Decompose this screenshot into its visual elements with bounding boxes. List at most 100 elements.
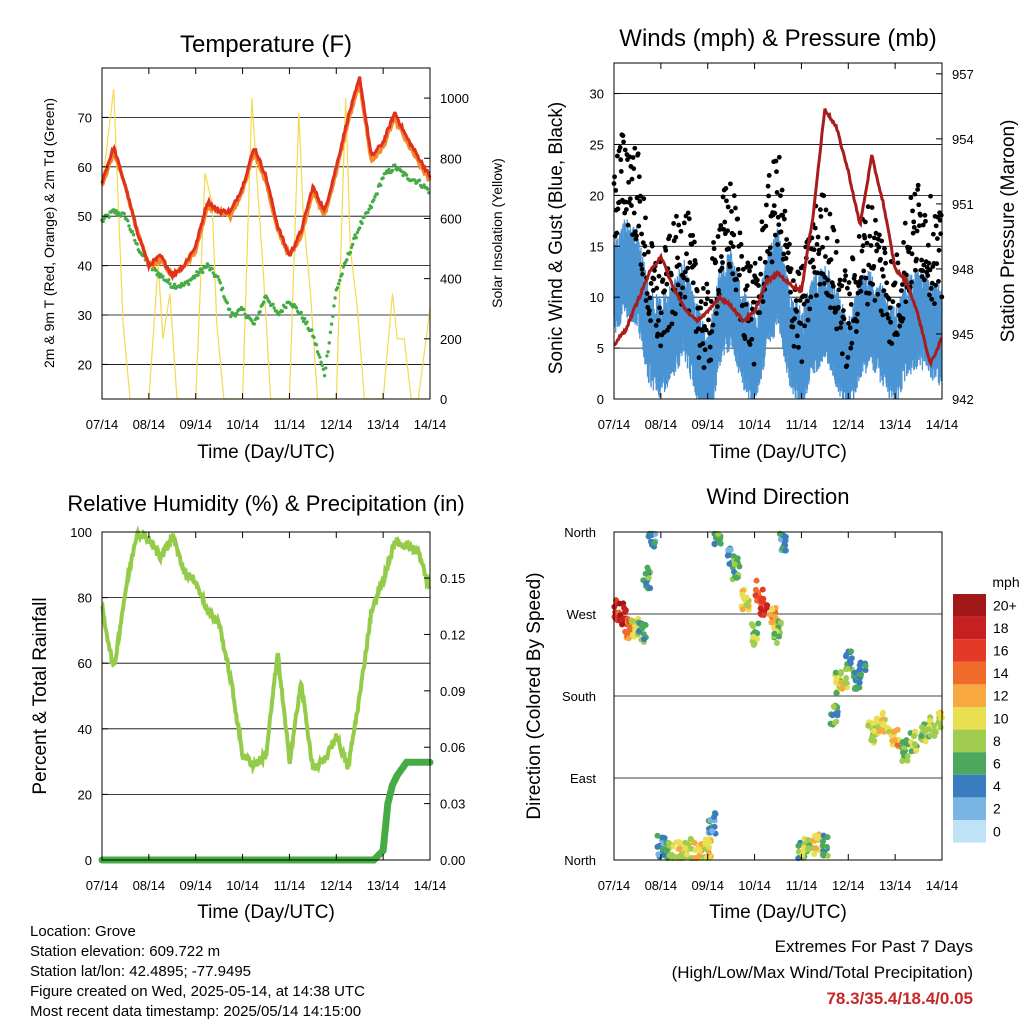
gust-point [765, 183, 771, 189]
dewpoint-point [133, 238, 137, 243]
direction-y-tick-label: North [564, 853, 596, 868]
gust-point [769, 259, 775, 265]
direction-point [904, 753, 911, 760]
gust-point [736, 272, 742, 278]
gust-point [638, 193, 643, 199]
gust-point [876, 244, 882, 250]
direction-point [856, 679, 863, 686]
gust-point [934, 261, 940, 267]
direction-point [848, 648, 855, 655]
gust-point [692, 239, 697, 245]
winds-y-tick-label: 5 [597, 341, 604, 356]
gust-point [671, 221, 677, 226]
gust-point [937, 217, 943, 223]
gust-point [683, 269, 688, 275]
direction-point [918, 732, 925, 739]
direction-point [926, 726, 933, 733]
gust-point [873, 217, 878, 223]
dewpoint-point [325, 354, 329, 358]
gust-point [725, 228, 730, 234]
direction-point [841, 680, 848, 687]
gust-point [865, 204, 871, 210]
winds-x-tick-label: 11/14 [786, 417, 818, 432]
direction-point [711, 814, 718, 821]
gust-point [853, 279, 859, 285]
direction-point [764, 602, 771, 609]
gust-point [782, 208, 788, 214]
direction-point [705, 838, 712, 845]
direction-point [706, 844, 713, 851]
gust-point [698, 299, 704, 305]
direction-point [782, 547, 789, 554]
dewpoint-point [341, 265, 346, 269]
gust-point [853, 329, 859, 334]
gust-point [630, 155, 636, 160]
dewpoint-point [116, 211, 121, 215]
temperature-y-tick-label: 50 [78, 209, 92, 224]
dewpoint-point [119, 214, 123, 218]
dewpoint-point [401, 173, 405, 178]
gust-point [928, 286, 934, 291]
gust-point [640, 271, 646, 277]
solar-insolation-line [101, 89, 431, 400]
gust-point [829, 280, 835, 286]
station-location: Location: Grove [30, 923, 136, 940]
dewpoint-point [372, 198, 376, 202]
gust-point [766, 193, 772, 199]
gust-point [658, 343, 664, 349]
gust-point [656, 273, 662, 279]
gust-point [663, 247, 669, 253]
humidity-y-tick-label: 20 [78, 787, 92, 802]
gust-point [710, 322, 716, 328]
gust-point [846, 280, 852, 285]
gust-point [790, 278, 796, 284]
dewpoint-point [168, 282, 172, 286]
gust-point [901, 240, 906, 245]
direction-point [733, 574, 740, 581]
gust-point [921, 277, 927, 283]
direction-point [651, 539, 658, 546]
direction-point [766, 611, 773, 618]
gust-point [715, 234, 721, 239]
direction-point [834, 712, 841, 719]
direction-point [891, 736, 898, 743]
dewpoint-point [422, 183, 426, 187]
gust-point [880, 312, 886, 318]
direction-x-tick-label: 09/14 [691, 878, 724, 893]
direction-point [927, 732, 934, 739]
gust-point [910, 208, 915, 214]
dewpoint-point [317, 352, 321, 357]
direction-point [769, 606, 776, 613]
dewpoint-point [350, 242, 355, 247]
direction-y-tick-label: West [567, 607, 597, 622]
gust-point [869, 205, 875, 210]
gust-point [862, 235, 868, 241]
direction-point [837, 668, 844, 675]
gust-point [725, 204, 731, 210]
solar-y-axis-label: Solar Insolation (Yellow) [489, 158, 505, 308]
direction-point [743, 602, 750, 609]
dewpoint-point [126, 219, 130, 223]
colorbar-swatch [953, 616, 986, 640]
gust-point [863, 275, 869, 281]
gust-point [801, 301, 807, 307]
dewpoint-point [331, 314, 335, 319]
gust-point [739, 253, 745, 259]
gust-point [704, 296, 710, 302]
gust-point [781, 216, 787, 222]
colorbar-label: 2 [993, 801, 1001, 817]
gust-point [729, 209, 734, 214]
gust-point [686, 216, 692, 222]
direction-point [820, 851, 827, 858]
direction-point [740, 595, 747, 602]
gust-point [927, 292, 932, 298]
direction-frame [613, 531, 943, 861]
direction-point [625, 635, 632, 642]
colorbar-swatch [953, 752, 986, 775]
rainfall-y2-tick-label: 0.09 [440, 684, 465, 699]
gust-point [791, 343, 797, 349]
dewpoint-point [220, 286, 225, 290]
dewpoint-point [312, 335, 316, 340]
station-elevation: Station elevation: 609.722 m [30, 943, 221, 960]
direction-point [757, 605, 764, 612]
